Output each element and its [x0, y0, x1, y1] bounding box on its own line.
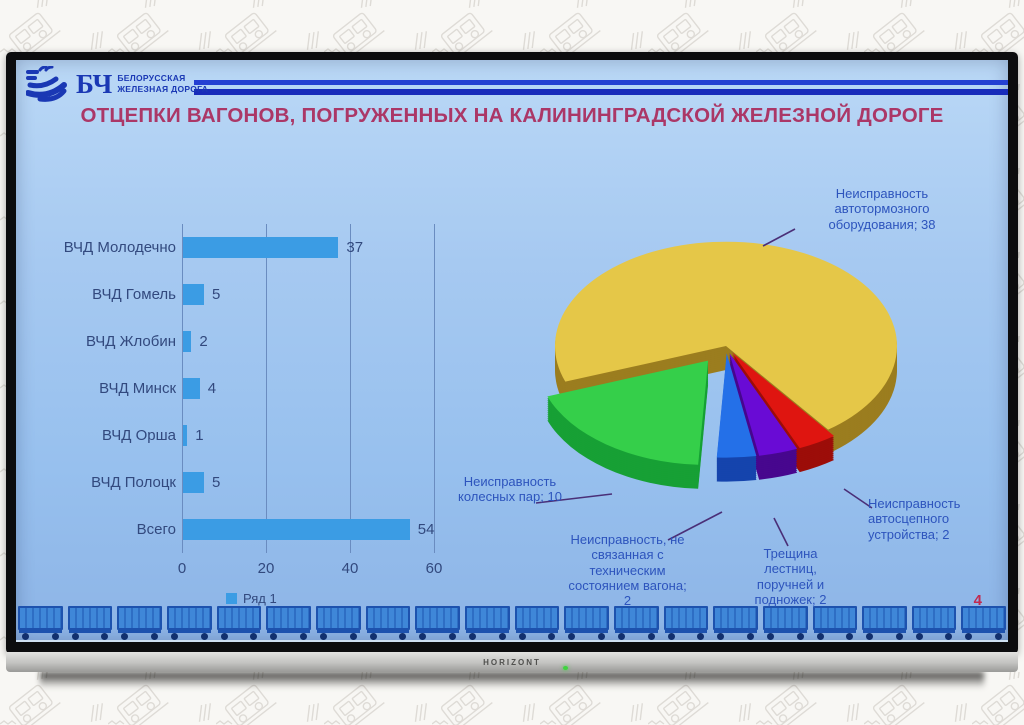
wagon-icon — [663, 604, 709, 640]
pie-callout-autobrake: Неисправность автотормозного оборудовани… — [828, 186, 936, 232]
bar-chart-category-label: Всего — [136, 520, 176, 538]
bar-chart-value-label: 1 — [195, 426, 204, 444]
wagon-icon — [911, 604, 957, 640]
railway-name-line1: БЕЛОРУССКАЯ — [117, 73, 186, 84]
bar-chart-value-label: 54 — [417, 520, 435, 538]
bar-chart-gridline — [182, 224, 183, 553]
bar-chart-value-label: 5 — [212, 473, 221, 491]
wagon-icon — [266, 604, 311, 640]
bar-chart-bar — [183, 284, 204, 305]
wagon-strip — [18, 604, 1007, 640]
pie-callout-coupler: Неисправность автосцепного устройства; 2 — [868, 496, 961, 542]
wagon-icon — [117, 604, 162, 640]
wagon-icon — [862, 604, 907, 640]
pie-slice — [729, 353, 798, 456]
wagon-icon — [18, 604, 63, 640]
bar-chart-tick-label: 60 — [425, 560, 443, 577]
power-led-icon — [562, 666, 568, 670]
monitor-bezel: БЧ БЕЛОРУССКАЯ ЖЕЛЕЗНАЯ ДОРОГА ОТЦЕПКИ В… — [6, 52, 1018, 654]
bar-chart-gridline — [350, 224, 351, 553]
wagon-icon — [315, 604, 361, 640]
pie-slice — [732, 352, 835, 449]
presentation-slide: БЧ БЕЛОРУССКАЯ ЖЕЛЕЗНАЯ ДОРОГА ОТЦЕПКИ В… — [16, 60, 1008, 642]
bar-chart-category-label: ВЧД Жлобин — [85, 332, 176, 350]
monitor-brand: HORIZONT — [483, 658, 541, 667]
wagon-icon — [365, 604, 411, 640]
slide-title: ОТЦЕПКИ ВАГОНОВ, ПОГРУЖЕННЫХ НА КАЛИНИНГ… — [80, 104, 944, 127]
logo-abbr: БЧ — [76, 68, 113, 99]
pie-callout-nontechnical: Неисправность, не связанная с технически… — [568, 532, 687, 609]
pie-leader-line — [773, 517, 789, 547]
wagon-icon — [415, 604, 460, 640]
bar-chart-tick-label: 20 — [257, 560, 275, 577]
wagon-icon — [216, 604, 262, 640]
pie-leader-line — [667, 511, 723, 541]
pie-callout-ladder-crack: Трещина лестниц, поручней и подножек; 2 — [754, 546, 827, 607]
pie-callout-wheelsets: Неисправность колесных пар; 10 — [458, 474, 562, 505]
bar-chart-bar — [183, 331, 192, 352]
bar-chart-value-label: 37 — [346, 238, 364, 256]
bar-chart-gridline — [266, 224, 267, 553]
bar-chart-category-label: ВЧД Гомель — [92, 285, 176, 303]
bch-logo: БЧ БЕЛОРУССКАЯ ЖЕЛЕЗНАЯ ДОРОГА — [26, 66, 208, 102]
wagon-icon — [961, 604, 1007, 640]
railway-name: БЕЛОРУССКАЯ ЖЕЛЕЗНАЯ ДОРОГА — [117, 73, 208, 94]
wagon-icon — [613, 604, 659, 640]
pie-leader-line — [535, 493, 613, 504]
bar-chart-bar — [183, 378, 200, 399]
legend-swatch-icon — [226, 593, 237, 604]
pie-slice — [555, 241, 897, 430]
wagon-icon — [812, 604, 858, 640]
page-number: 4 — [973, 592, 982, 609]
bar-chart-category-label: ВЧД Полоцк — [91, 473, 176, 491]
wagon-icon — [464, 604, 510, 640]
wagon-icon — [762, 604, 808, 640]
bar-chart-bar — [183, 425, 188, 446]
bar-chart-tick-label: 0 — [177, 560, 187, 577]
bar-chart-category-label: ВЧД Орша — [101, 426, 176, 444]
pie-chart — [436, 180, 996, 610]
bar-chart-value-label: 4 — [207, 379, 217, 397]
wagon-icon — [166, 604, 212, 640]
header-rule-lines — [194, 80, 1008, 95]
bar-chart-gridline — [434, 224, 435, 553]
bar-chart-bar — [183, 472, 204, 493]
monitor-shadow — [40, 672, 984, 688]
bch-wing-icon — [26, 66, 67, 102]
bar-chart-bar — [183, 519, 410, 540]
pie-leader-line — [843, 488, 873, 509]
monitor-bottom-bezel: HORIZONT — [6, 652, 1018, 672]
bar-chart-bar — [183, 237, 339, 258]
legend-label: Ряд 1 — [243, 591, 277, 606]
wagon-icon — [67, 604, 113, 640]
bar-chart: 0 20 40 60 ВЧД Молодечно 37 ВЧД Гомель 5 ВЧД Жло… — [30, 218, 460, 630]
railway-name-line2: ЖЕЛЕЗНАЯ ДОРОГА — [117, 84, 209, 94]
bar-chart-value-label: 5 — [212, 285, 221, 303]
bar-chart-tick-label: 40 — [341, 560, 359, 577]
wagon-icon — [514, 604, 560, 640]
pie-slice — [716, 353, 757, 458]
pie-slice — [547, 360, 709, 465]
bar-chart-value-label: 2 — [199, 332, 208, 350]
bar-chart-legend: Ряд 1 — [226, 591, 277, 606]
wagon-icon — [713, 604, 758, 640]
bar-chart-category-label: ВЧД Минск — [99, 379, 176, 397]
wagon-icon — [564, 604, 609, 640]
pie-leader-line — [762, 228, 796, 247]
bar-chart-category-label: ВЧД Молодечно — [63, 238, 176, 256]
rail-line — [16, 640, 1008, 642]
